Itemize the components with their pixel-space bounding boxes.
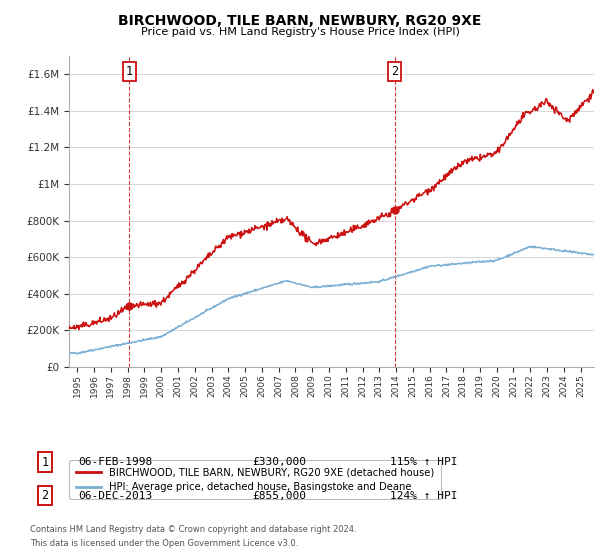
Text: 115% ↑ HPI: 115% ↑ HPI — [390, 457, 458, 467]
Text: 06-FEB-1998: 06-FEB-1998 — [78, 457, 152, 467]
Legend: BIRCHWOOD, TILE BARN, NEWBURY, RG20 9XE (detached house), HPI: Average price, de: BIRCHWOOD, TILE BARN, NEWBURY, RG20 9XE … — [69, 460, 441, 500]
Text: Contains HM Land Registry data © Crown copyright and database right 2024.: Contains HM Land Registry data © Crown c… — [30, 525, 356, 534]
Text: 124% ↑ HPI: 124% ↑ HPI — [390, 491, 458, 501]
Text: £855,000: £855,000 — [252, 491, 306, 501]
Text: 1: 1 — [41, 455, 49, 469]
Text: BIRCHWOOD, TILE BARN, NEWBURY, RG20 9XE: BIRCHWOOD, TILE BARN, NEWBURY, RG20 9XE — [118, 14, 482, 28]
Text: This data is licensed under the Open Government Licence v3.0.: This data is licensed under the Open Gov… — [30, 539, 298, 548]
Text: 2: 2 — [41, 489, 49, 502]
Text: 06-DEC-2013: 06-DEC-2013 — [78, 491, 152, 501]
Text: £330,000: £330,000 — [252, 457, 306, 467]
Text: 1: 1 — [125, 66, 133, 78]
Text: 2: 2 — [391, 66, 398, 78]
Text: Price paid vs. HM Land Registry's House Price Index (HPI): Price paid vs. HM Land Registry's House … — [140, 27, 460, 37]
